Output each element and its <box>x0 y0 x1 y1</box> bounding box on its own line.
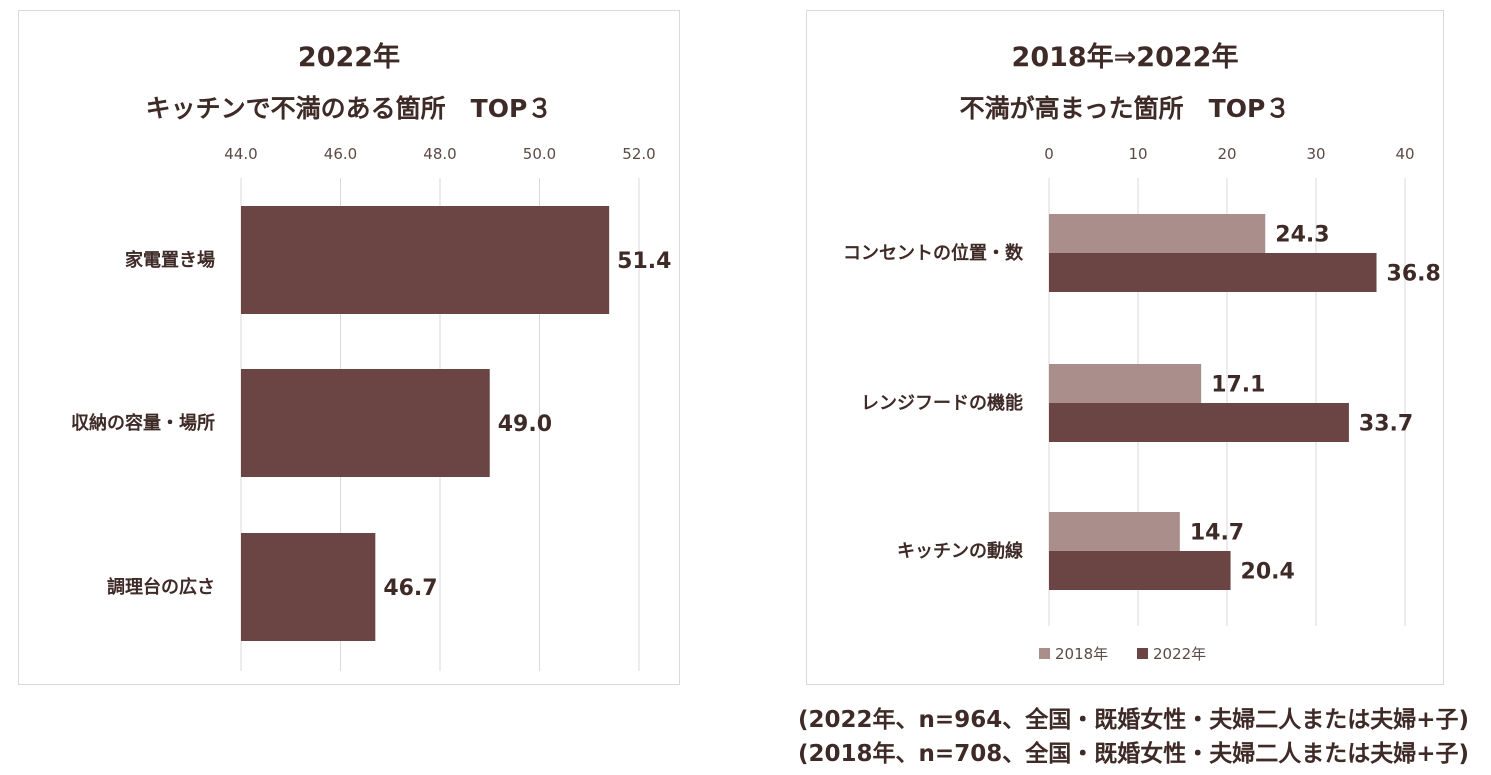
value-label: 36.8 <box>1387 262 1441 287</box>
x-tick-label: 52.0 <box>622 145 655 163</box>
legend-swatch <box>1039 648 1050 659</box>
chart-title-line1: 2018年⇒2022年 <box>1011 42 1239 73</box>
category-label: キッチンの動線 <box>897 540 1023 562</box>
footnote-2022: (2022年、n=964、全国・既婚女性・夫婦二人または夫婦+子) <box>798 707 1469 733</box>
bar-2018 <box>1049 214 1266 253</box>
legend-swatch <box>1137 648 1148 659</box>
x-tick-label: 30 <box>1306 145 1325 163</box>
category-label: 収納の容量・場所 <box>71 412 215 434</box>
value-label: 49.0 <box>498 412 552 437</box>
chart-title-line1: 2022年 <box>297 42 401 73</box>
value-label: 20.4 <box>1241 560 1295 585</box>
bar-2022 <box>1049 551 1231 590</box>
category-label: 家電置き場 <box>125 249 215 271</box>
bar-2018 <box>1049 364 1202 403</box>
bar-2018 <box>1049 512 1180 551</box>
legend-label: 2022年 <box>1153 645 1206 663</box>
value-label: 51.4 <box>617 249 671 274</box>
value-label: 17.1 <box>1211 373 1265 398</box>
chart-title-line2: キッチンで不満のある箇所 TOP３ <box>145 94 553 123</box>
x-tick-label: 10 <box>1128 145 1147 163</box>
bar <box>241 206 610 314</box>
x-tick-label: 40 <box>1395 145 1414 163</box>
chart-panel-right: 2018年⇒2022年 不満が高まった箇所 TOP３ 0 10 20 30 40 コンセン… <box>806 10 1444 685</box>
value-label: 14.7 <box>1190 521 1244 546</box>
category-label: レンジフードの機能 <box>861 392 1023 414</box>
x-tick-label: 0 <box>1044 145 1054 163</box>
value-label: 46.7 <box>383 576 437 601</box>
bar-chart-2018-vs-2022: 0 10 20 30 40 コンセントの位置・数 24.3 36.8 レンジフードの機能 17.1… <box>843 145 1441 663</box>
x-tick-label: 48.0 <box>423 145 456 163</box>
x-tick-label: 44.0 <box>224 145 257 163</box>
chart-title-line2: 不満が高まった箇所 TOP３ <box>959 94 1291 123</box>
value-label: 33.7 <box>1359 412 1413 437</box>
x-tick-label: 46.0 <box>324 145 357 163</box>
x-tick-label: 20 <box>1217 145 1236 163</box>
value-label: 24.3 <box>1275 223 1329 248</box>
footnote-2018: (2018年、n=708、全国・既婚女性・夫婦二人または夫婦+子) <box>798 741 1469 767</box>
bar-2022 <box>1049 403 1349 442</box>
x-tick-label: 50.0 <box>523 145 556 163</box>
category-label: コンセントの位置・数 <box>843 242 1024 264</box>
bar-chart-2022: 44.0 46.0 48.0 50.0 52.0 家電置き場 51.4 収納の容量・場所 49.… <box>71 145 671 671</box>
bar <box>241 369 490 477</box>
category-label: 調理台の広さ <box>107 576 215 598</box>
bar-2022 <box>1049 253 1377 292</box>
legend-label: 2018年 <box>1055 645 1108 663</box>
bar <box>241 533 376 641</box>
chart-panel-left: 2022年 キッチンで不満のある箇所 TOP３ 44.0 46.0 48.0 50.0… <box>18 10 680 685</box>
